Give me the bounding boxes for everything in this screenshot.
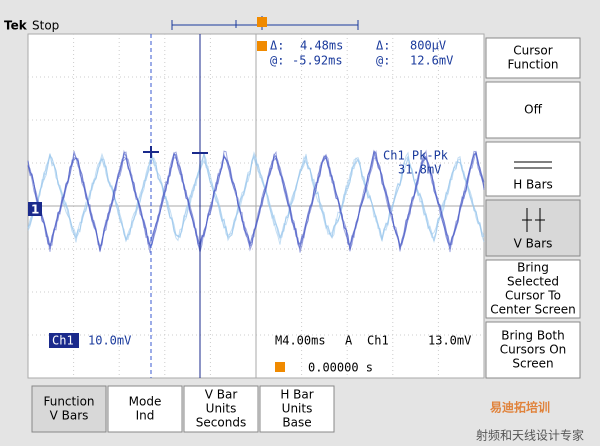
menu-label: V Bar	[205, 388, 238, 402]
readout: @:	[270, 54, 284, 68]
readout: @:	[376, 54, 390, 68]
menu-label: Seconds	[196, 416, 246, 430]
trigger-pos-icon	[275, 362, 285, 372]
menu-label: Selected	[507, 275, 559, 289]
menu-label: H Bar	[280, 388, 313, 402]
menu-label: Screen	[512, 357, 553, 371]
menu-label: Units	[282, 402, 313, 416]
status: Stop	[32, 19, 59, 33]
menu-label: Mode	[129, 395, 162, 409]
menu-label: Off	[524, 103, 542, 117]
readout: 12.6mV	[410, 54, 453, 68]
menu-label: Ind	[136, 409, 155, 423]
watermark-title: 易迪拓培训	[490, 400, 550, 415]
trigger-icon	[257, 17, 267, 27]
brand: Tek	[4, 19, 28, 33]
channel-scale: 10.0mV	[88, 334, 131, 348]
menu-label: Cursors On	[500, 343, 567, 357]
readout: Δ:	[270, 39, 284, 53]
trigger-source: Ch1	[367, 334, 389, 348]
channel-label: Ch1	[52, 334, 74, 348]
oscilloscope-screen: Tek Stop Δ: 4.48ms Δ: 800μV @: -5.92ms @…	[0, 0, 600, 446]
menu-label: Center Screen	[490, 303, 575, 317]
menu-label: V Bars	[50, 409, 89, 423]
cursor-icon	[257, 41, 267, 51]
readout: -5.92ms	[292, 54, 343, 68]
trigger-level: 13.0mV	[428, 334, 471, 348]
readout: Δ:	[376, 39, 390, 53]
readout: 4.48ms	[300, 39, 343, 53]
side-menu: CursorFunction Off H Bars V Bars BringSelect…	[486, 38, 580, 378]
menu-label: Bring	[517, 261, 549, 275]
menu-label: Cursor To	[505, 289, 561, 303]
channel-marker: 1	[31, 203, 39, 217]
measurement-value: 31.8mV	[398, 163, 441, 177]
menu-label: V Bars	[514, 237, 553, 251]
menu-label: Bring Both	[501, 329, 564, 343]
trigger-position: 0.00000 s	[308, 361, 373, 375]
trigger-mode: A	[345, 334, 353, 348]
timebase: M4.00ms	[275, 334, 326, 348]
readout: 800μV	[410, 39, 446, 53]
menu-label: Cursor	[513, 44, 553, 58]
measurement-label: Ch1 Pk-Pk	[383, 149, 449, 163]
menu-label: Function	[507, 58, 558, 72]
menu-label: Units	[206, 402, 237, 416]
watermark-subtitle: 射频和天线设计专家	[476, 428, 584, 443]
menu-label: Function	[43, 395, 94, 409]
menu-label: H Bars	[513, 178, 553, 192]
menu-label: Base	[282, 416, 311, 430]
